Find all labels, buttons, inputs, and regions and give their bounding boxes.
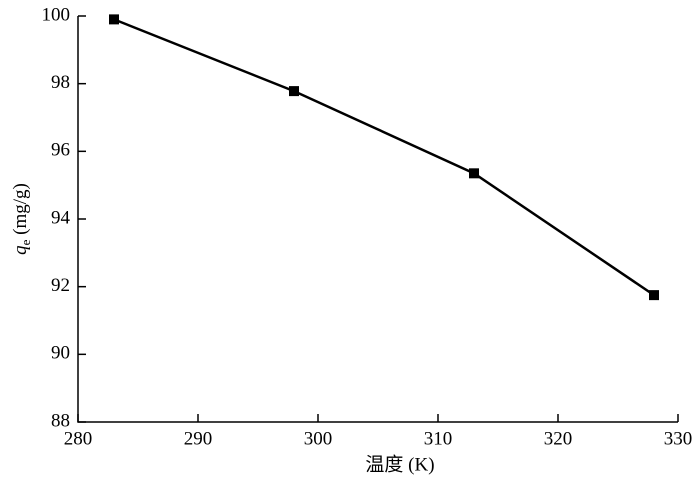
y-tick-label: 90 [51, 343, 70, 364]
y-tick-label: 100 [42, 4, 71, 25]
data-point [469, 168, 479, 179]
x-tick-label: 290 [184, 428, 213, 449]
x-tick-label: 300 [304, 428, 333, 449]
y-tick-label: 92 [51, 275, 70, 296]
data-point [289, 86, 299, 97]
x-axis-label: 温度 (K) [365, 453, 434, 475]
axes [77, 16, 678, 423]
y-label-symbol: q [10, 245, 31, 255]
x-tick-label: 320 [544, 428, 573, 449]
data-line [113, 18, 655, 297]
x-tick-label: 310 [424, 428, 453, 449]
y-tick-label: 96 [51, 140, 70, 161]
data-point [649, 290, 659, 301]
y-tick-label: 88 [51, 410, 70, 431]
x-tick-label: 280 [64, 428, 93, 449]
y-tick-label: 98 [51, 72, 70, 93]
y-axis-label: qe (mg/g) [10, 183, 33, 255]
y-tick-label: 94 [51, 207, 71, 228]
y-label-unit: (mg/g) [10, 183, 31, 235]
data-point [109, 14, 119, 25]
y-label-subscript: e [18, 239, 33, 245]
x-tick-label: 330 [664, 428, 693, 449]
